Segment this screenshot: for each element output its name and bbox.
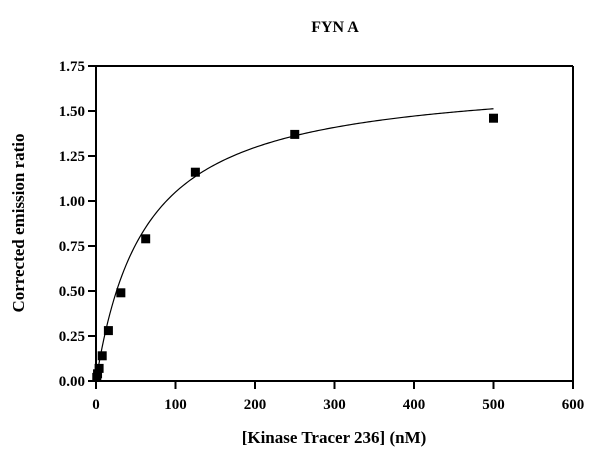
data-point bbox=[191, 168, 200, 177]
data-point bbox=[141, 234, 150, 243]
y-tick-label: 1.25 bbox=[59, 149, 85, 165]
y-tick-label: 0.25 bbox=[59, 329, 85, 345]
data-point bbox=[95, 364, 104, 373]
data-point bbox=[116, 288, 125, 297]
fit-curve bbox=[96, 109, 494, 381]
plot-area bbox=[96, 66, 573, 381]
y-tick-label: 0.00 bbox=[59, 374, 85, 390]
x-axis-label: [Kinase Tracer 236] (nM) bbox=[242, 428, 427, 447]
data-point bbox=[98, 351, 107, 360]
x-tick-label: 400 bbox=[403, 397, 426, 413]
data-point bbox=[290, 130, 299, 139]
x-tick-label: 200 bbox=[244, 397, 267, 413]
y-tick-label: 0.50 bbox=[59, 284, 85, 300]
data-point bbox=[104, 326, 113, 335]
x-tick-label: 600 bbox=[562, 397, 585, 413]
y-tick-label: 0.75 bbox=[59, 239, 85, 255]
x-axis-ticks: 0 100 200 300 400 500 600 bbox=[92, 381, 584, 413]
y-tick-label: 1.50 bbox=[59, 104, 85, 120]
chart-title: FYN A bbox=[311, 19, 359, 36]
data-points bbox=[92, 114, 498, 382]
x-tick-label: 100 bbox=[164, 397, 187, 413]
y-tick-label: 1.00 bbox=[59, 194, 85, 210]
y-axis-label: Corrected emission ratio bbox=[9, 133, 28, 312]
data-point bbox=[489, 114, 498, 123]
x-tick-label: 0 bbox=[92, 397, 100, 413]
x-tick-label: 300 bbox=[323, 397, 346, 413]
y-tick-label: 1.75 bbox=[59, 59, 85, 75]
y-axis-ticks: 0.00 0.25 0.50 0.75 1.00 1.25 1.50 1.75 bbox=[59, 59, 96, 390]
x-tick-label: 500 bbox=[482, 397, 505, 413]
